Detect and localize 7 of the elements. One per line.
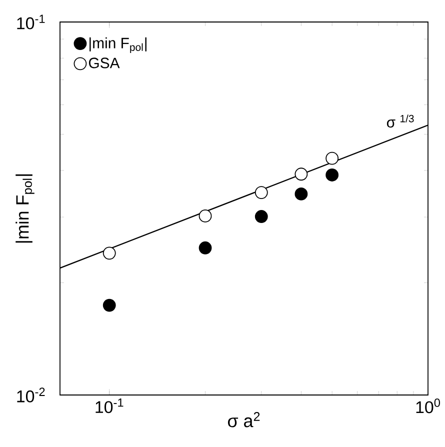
y-axis-title: |min F$_{pol}$| [16,174,34,243]
annotation: σ $^{1/3}$ [386,114,414,128]
x-axis-title: σ a$^{2}$ [228,412,260,428]
legend-label: GSA [88,58,120,68]
legend-label: |min F$_{pol}$| [90,37,146,54]
y-tick-label: 10$^{-2}$ [17,388,45,402]
x-tick-label: 10$^{0}$ [416,398,440,414]
